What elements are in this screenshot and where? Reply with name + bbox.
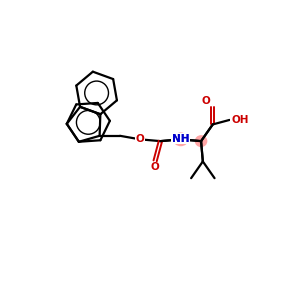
Ellipse shape [173, 133, 188, 146]
Text: O: O [202, 96, 210, 106]
Text: OH: OH [231, 115, 248, 125]
Text: O: O [136, 134, 145, 144]
Text: NH: NH [172, 134, 190, 144]
Text: NH: NH [172, 134, 190, 144]
Text: O: O [151, 162, 160, 172]
Ellipse shape [195, 135, 207, 147]
